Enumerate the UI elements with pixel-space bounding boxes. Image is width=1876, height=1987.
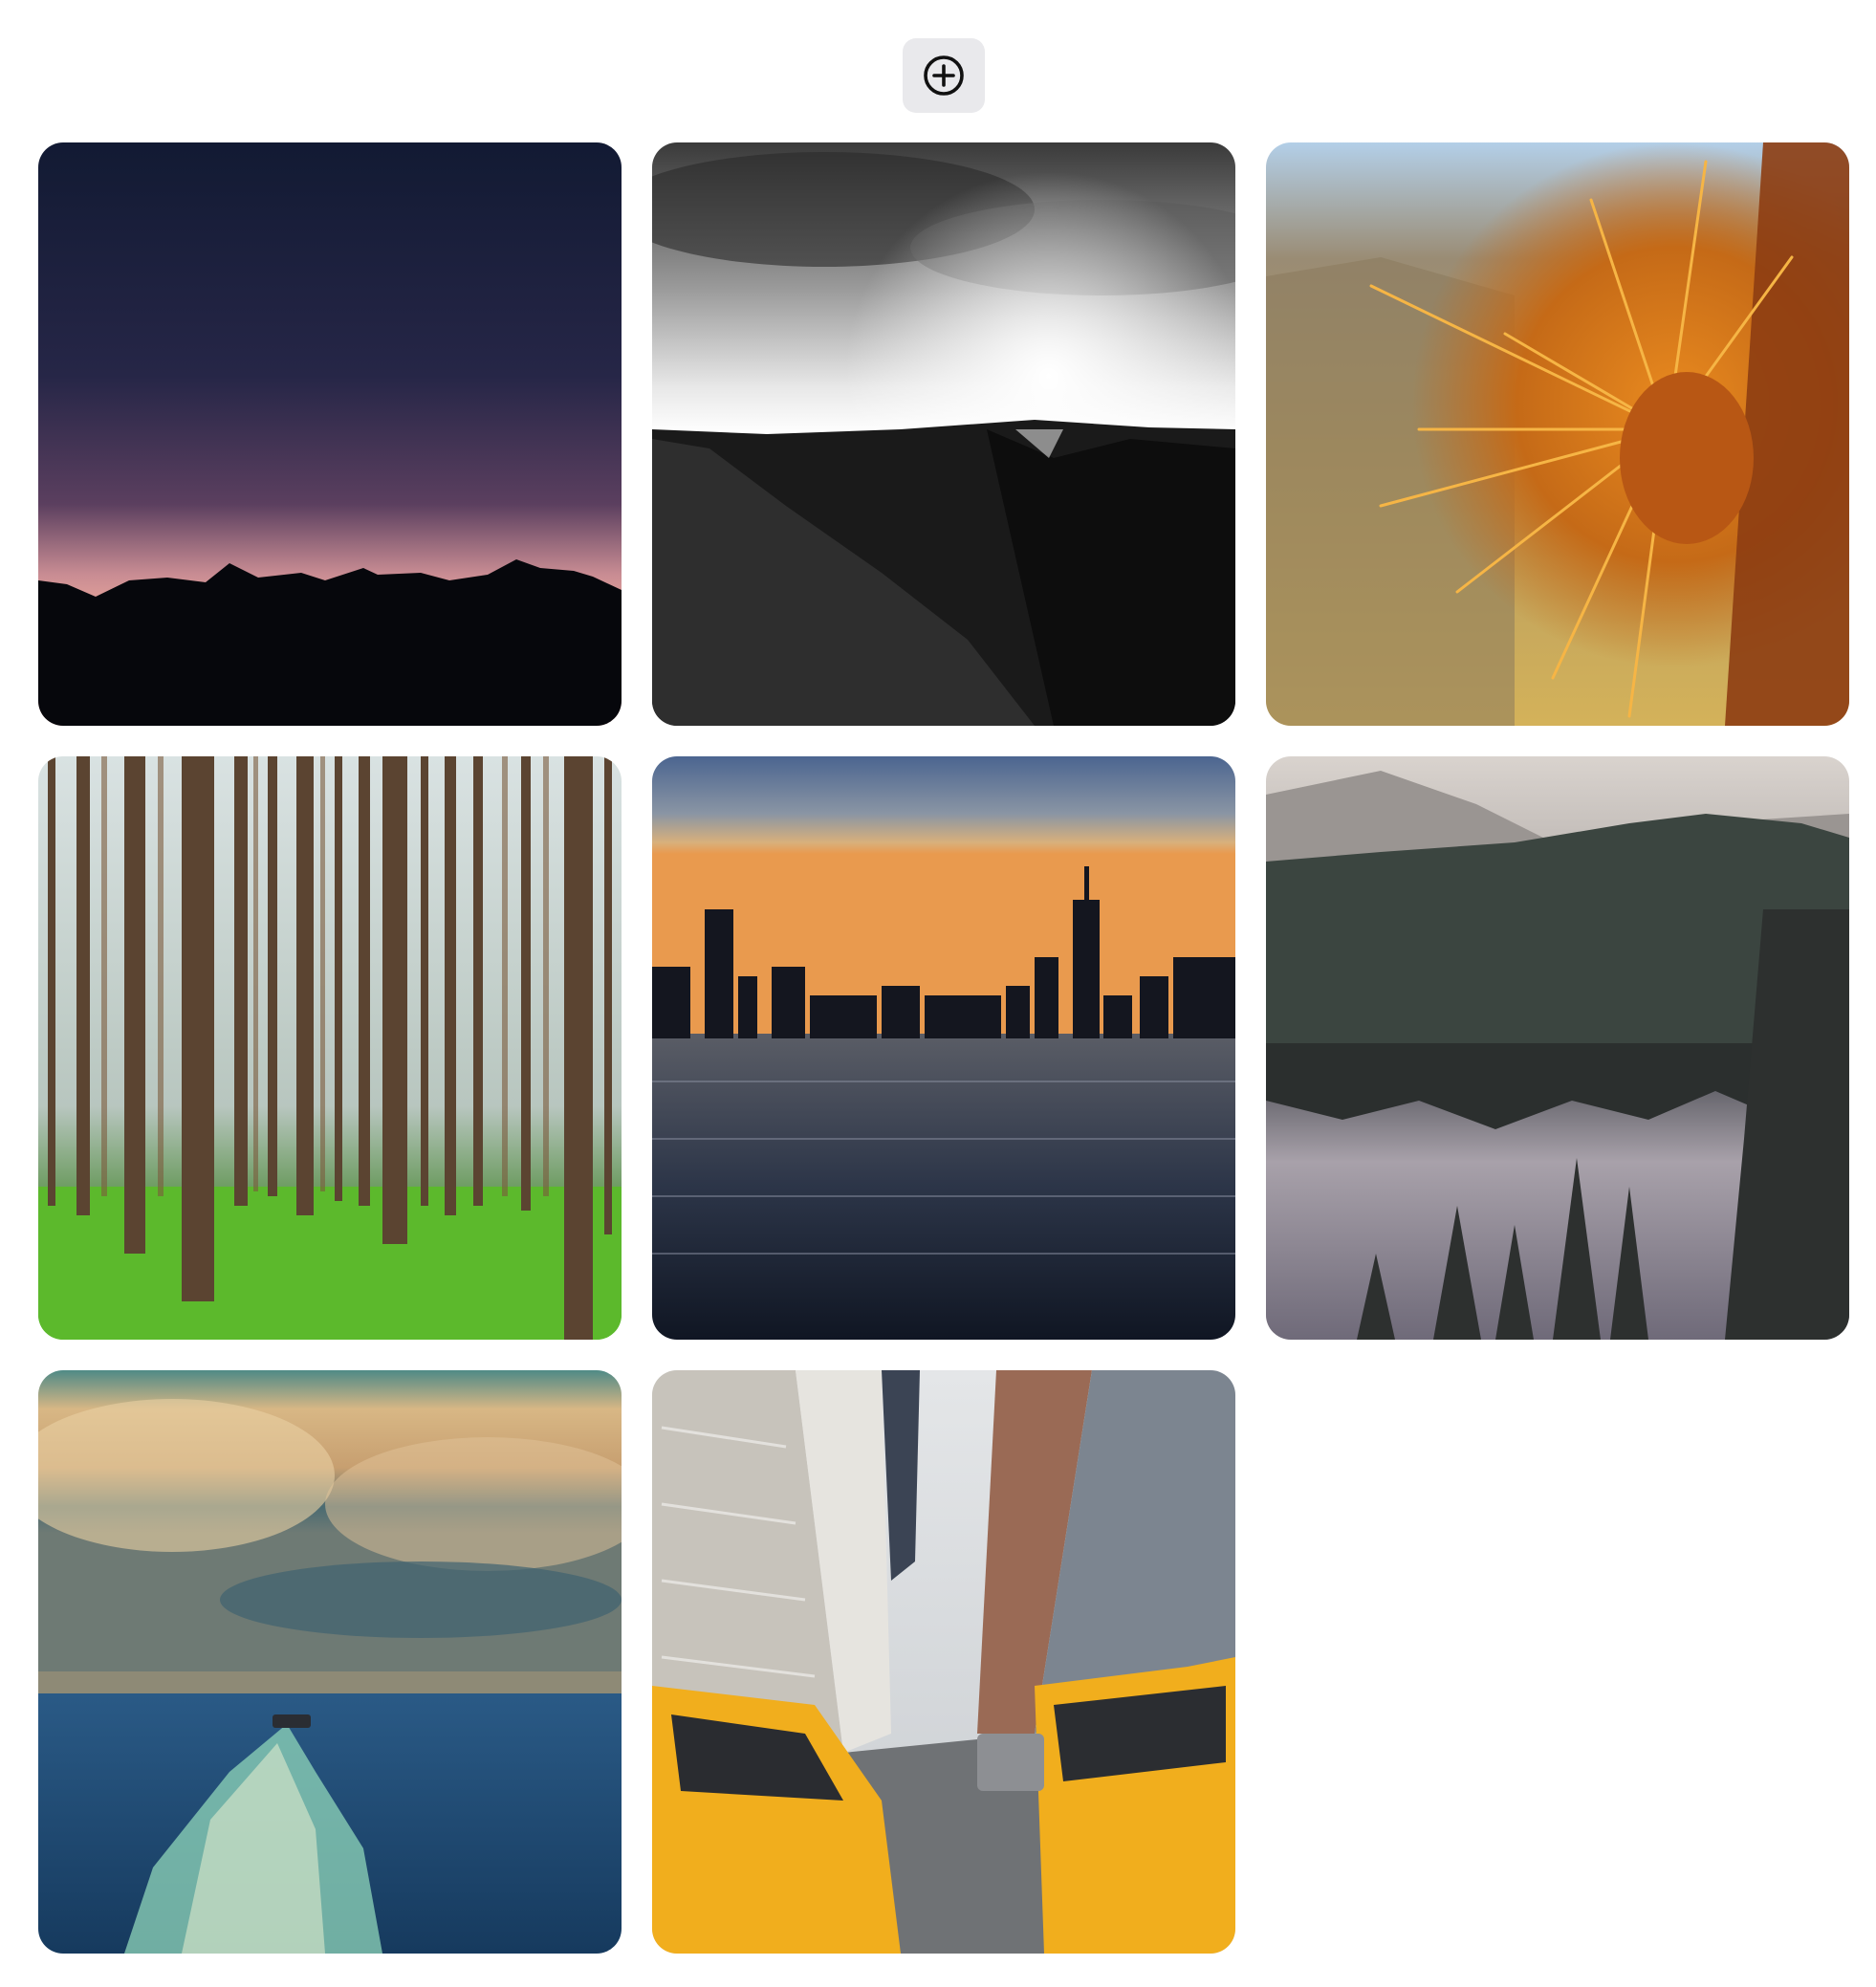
photo-tile-city-skyline[interactable] bbox=[652, 756, 1235, 1340]
photo-tile-pine-forest[interactable] bbox=[38, 756, 622, 1340]
photo-grid bbox=[38, 142, 1849, 1954]
forest-lake-image bbox=[1266, 756, 1849, 1340]
toolbar bbox=[0, 0, 1876, 143]
add-photo-button[interactable] bbox=[903, 38, 985, 113]
photo-tile-city-taxis[interactable] bbox=[652, 1370, 1235, 1954]
mountain-dusk-image bbox=[38, 142, 622, 726]
photo-tile-cactus[interactable] bbox=[1266, 142, 1849, 726]
photo-tile-bw-hills[interactable] bbox=[652, 142, 1235, 726]
photo-tile-boat-wake[interactable] bbox=[38, 1370, 622, 1954]
pine-forest-image bbox=[38, 756, 622, 1340]
city-taxis-image bbox=[652, 1370, 1235, 1954]
bw-hills-image bbox=[652, 142, 1235, 726]
city-skyline-image bbox=[652, 756, 1235, 1340]
boat-wake-image bbox=[38, 1370, 622, 1954]
photo-tile-forest-lake[interactable] bbox=[1266, 756, 1849, 1340]
photo-tile-mountain-dusk[interactable] bbox=[38, 142, 622, 726]
cactus-image bbox=[1266, 142, 1849, 726]
plus-circle-icon bbox=[922, 54, 966, 98]
